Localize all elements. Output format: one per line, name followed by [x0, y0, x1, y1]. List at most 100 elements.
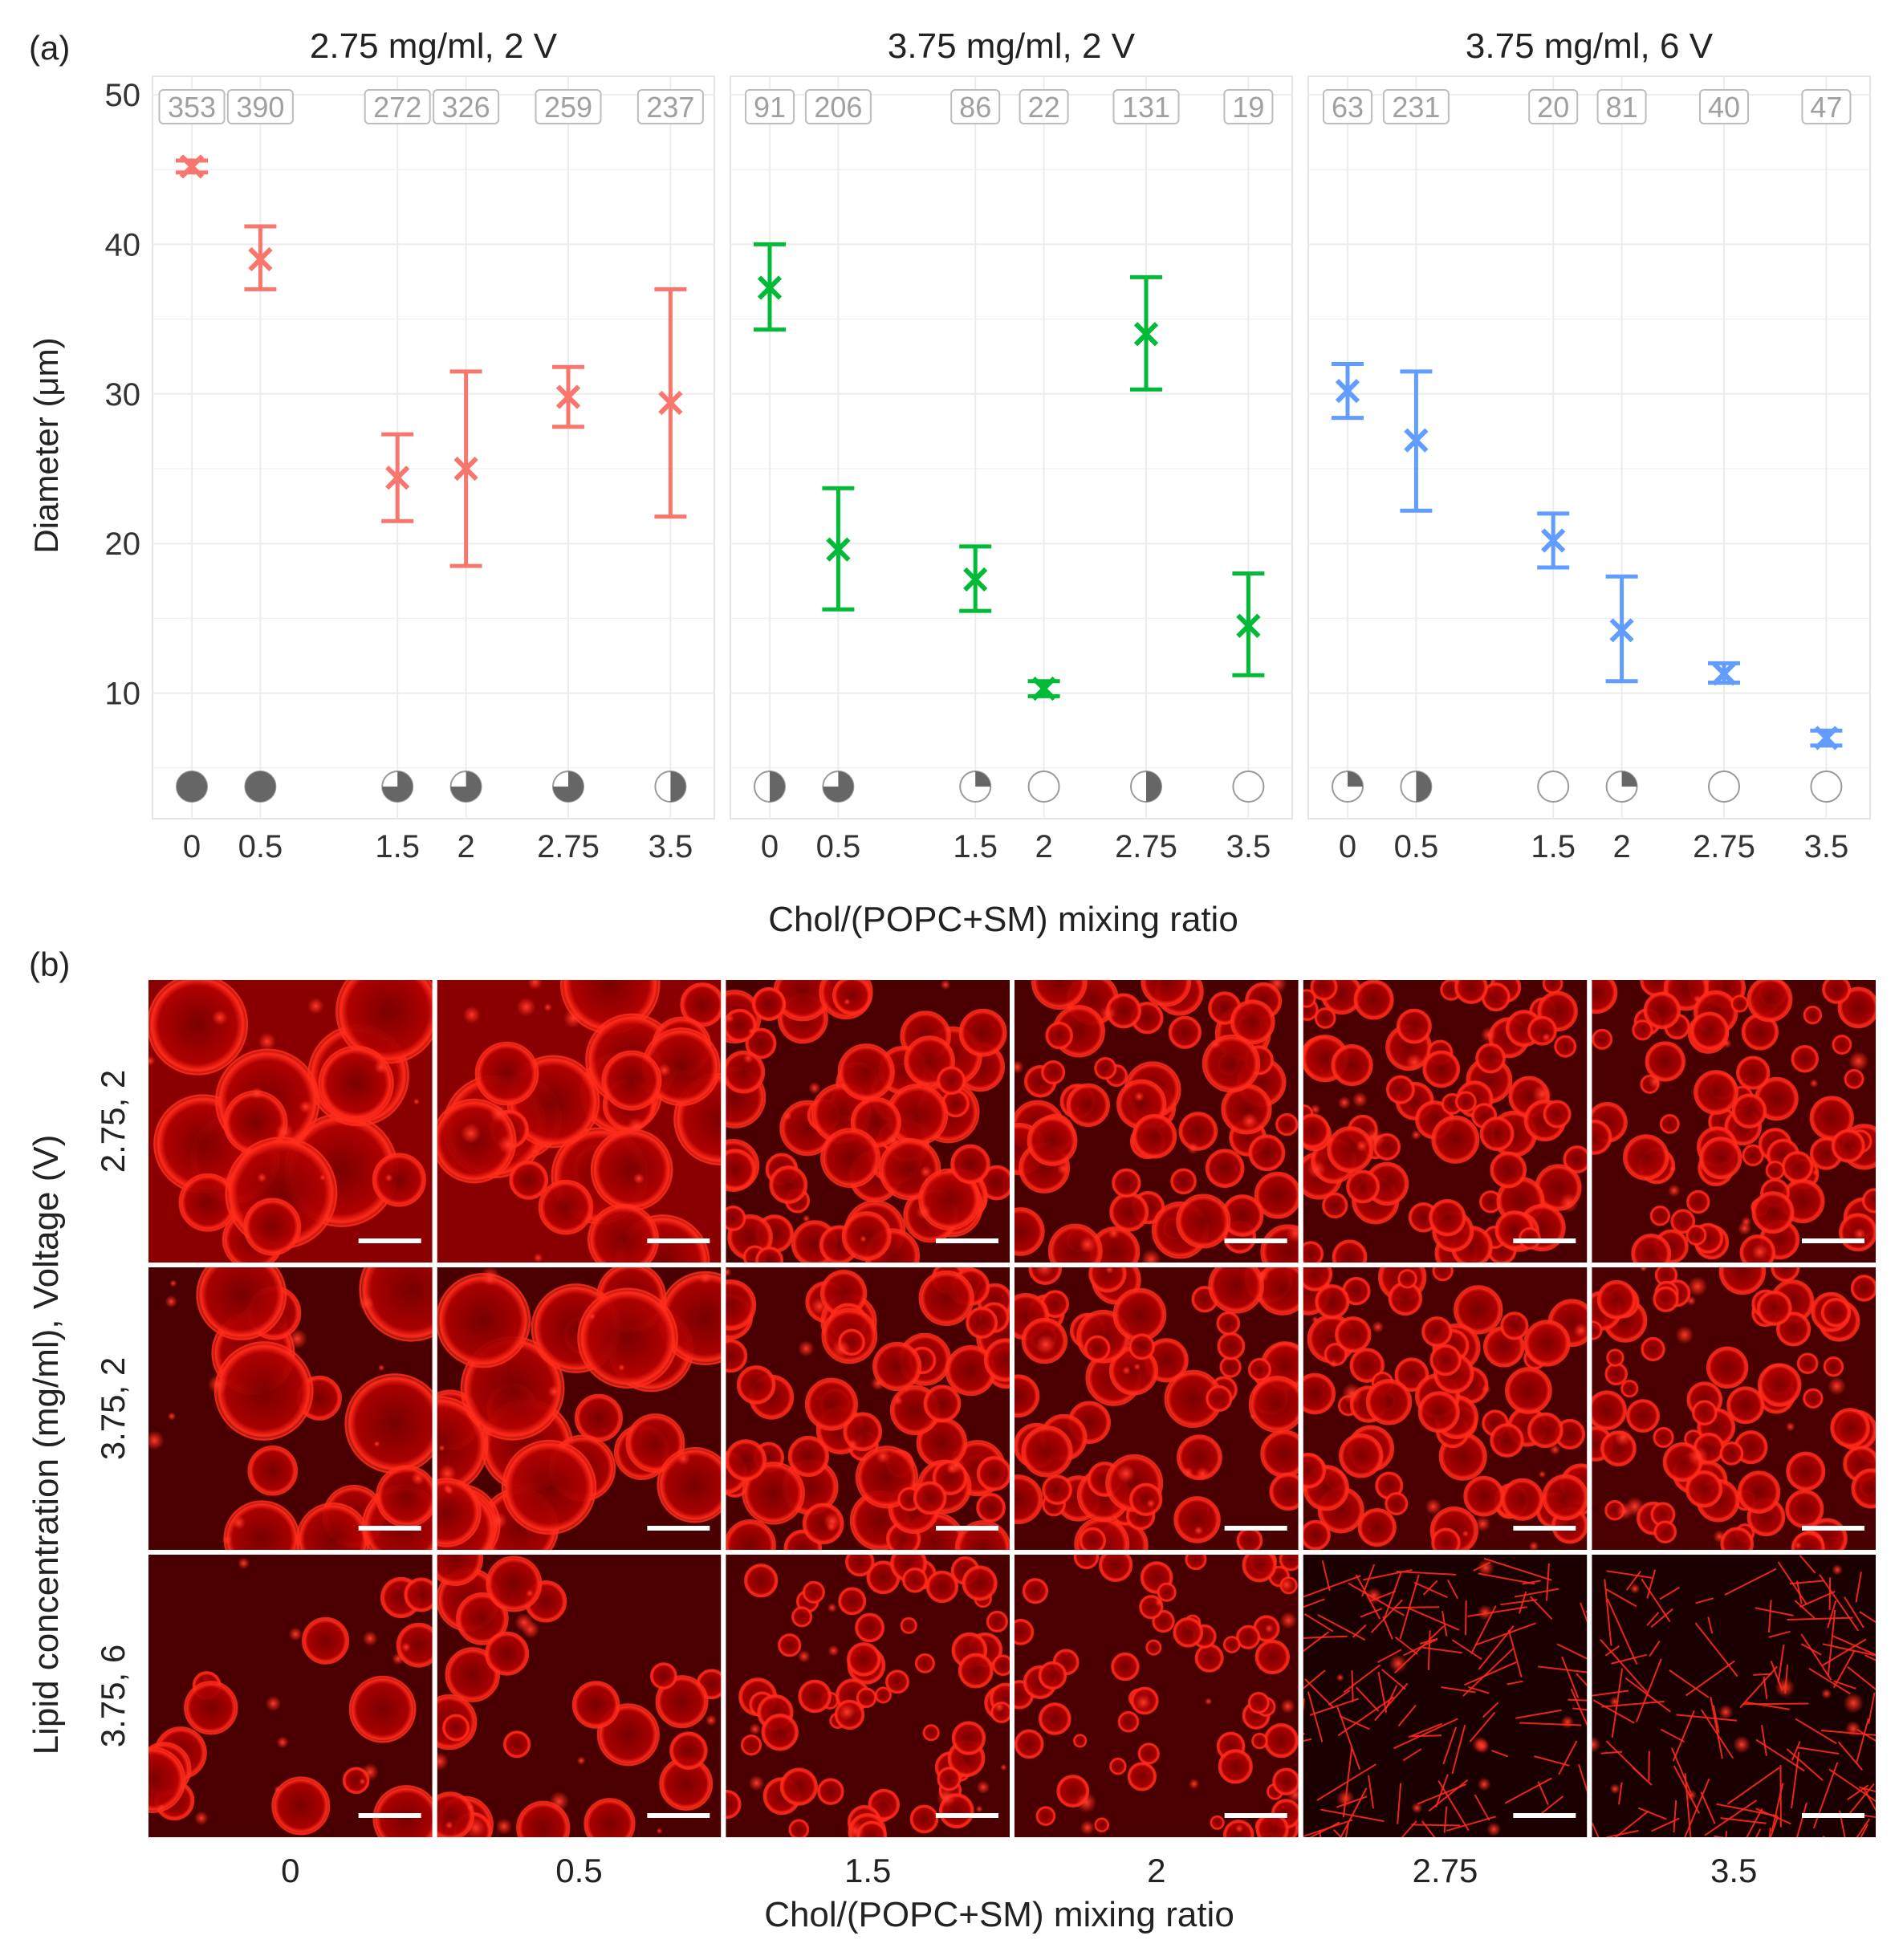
count-box: [433, 89, 500, 124]
x-tick-label: 1.5: [1531, 829, 1576, 864]
count-box: [1596, 89, 1647, 124]
fraction-pie: [1708, 771, 1740, 803]
facet-background: [730, 75, 1293, 819]
fraction-pie: [176, 771, 208, 803]
micrograph-background: [1303, 1555, 1588, 1837]
facet-background: [152, 75, 715, 819]
x-tick-label: 3.5: [1804, 829, 1849, 864]
count-box: [1699, 89, 1749, 124]
fraction-pie: [959, 771, 992, 803]
fraction-pie: [1027, 771, 1060, 803]
facet-title-1: 2.75 mg/ml, 2 V: [310, 26, 558, 66]
count-box: [1528, 89, 1579, 124]
mean-marker: [453, 456, 478, 482]
micrograph-cell: [1592, 1267, 1877, 1550]
count-label: 91: [754, 91, 786, 124]
micrograph-row-labels: 2.75, 2 3.75, 2 3.75, 6: [94, 1070, 132, 1747]
count-box: [364, 89, 431, 124]
count-box: [950, 89, 1001, 124]
micrograph-column-label: 0.5: [555, 1852, 602, 1889]
scale-bar: [1802, 1813, 1864, 1818]
mean-marker: [757, 275, 783, 300]
facet-panel: 63 231 20 81 40 47 0 0.5 1.5 2 2.75 3.5: [1307, 75, 1871, 864]
micrograph-cell: [726, 980, 1010, 1263]
x-tick-label: 2.75: [1693, 829, 1755, 864]
micrograph-row-label: 3.75, 2: [94, 1357, 132, 1460]
count-box: [636, 89, 704, 124]
micrograph-cell: [1303, 1555, 1588, 1837]
scale-bar: [1802, 1526, 1864, 1531]
x-tick-label: 1.5: [953, 829, 998, 864]
count-label: 22: [1028, 91, 1060, 124]
facet-title-3: 3.75 mg/ml, 6 V: [1466, 26, 1714, 66]
y-axis-title: Diameter (μm): [27, 337, 65, 553]
count-box: [1223, 89, 1274, 124]
count-label: 47: [1810, 91, 1842, 124]
x-tick-label: 0.5: [1394, 829, 1439, 864]
count-box: [745, 89, 795, 124]
mean-marker: [1404, 428, 1429, 453]
count-box: [1382, 89, 1450, 124]
scale-bar: [1513, 1526, 1576, 1531]
micrograph-column-label: 2: [1147, 1852, 1165, 1889]
y-tick-label: 40: [105, 227, 141, 262]
micrograph-cell: [726, 1555, 1010, 1837]
count-label: 131: [1122, 91, 1170, 124]
micrograph-cell: [148, 980, 433, 1263]
micrograph-cell: [148, 1555, 433, 1837]
count-label: 390: [236, 91, 284, 124]
mean-marker: [1133, 322, 1159, 347]
fraction-pie: [822, 771, 855, 803]
x-tick-label: 2.75: [1115, 829, 1177, 864]
y-tick-label: 30: [105, 377, 141, 413]
count-label: 272: [373, 91, 421, 124]
fraction-pie: [654, 771, 687, 803]
mean-marker: [248, 246, 273, 272]
micrograph-column-label: 3.5: [1710, 1852, 1757, 1889]
x-tick-label: 0: [761, 829, 779, 864]
micrograph-cell: [437, 1267, 722, 1550]
fraction-pie: [1232, 771, 1265, 803]
micrograph-column-label: 2.75: [1413, 1852, 1478, 1889]
fraction-pie: [1400, 771, 1433, 803]
x-tick-label: 2: [1612, 829, 1630, 864]
x-tick-label: 2.75: [537, 829, 600, 864]
micrograph-row-label: 3.75, 6: [94, 1645, 132, 1747]
count-box: [1323, 89, 1372, 124]
micrograph-cell: [148, 1267, 433, 1550]
micrograph-cell: [437, 980, 722, 1263]
scale-bar: [1224, 1813, 1287, 1818]
scale-bar: [936, 1526, 998, 1531]
scale-bar: [1513, 1238, 1576, 1243]
mean-marker: [1711, 661, 1737, 686]
micrograph-cell: [1015, 1267, 1299, 1550]
fraction-pie: [244, 771, 277, 803]
mean-marker: [1609, 618, 1634, 643]
micrograph-background: [1592, 1555, 1876, 1837]
x-axis-title: Chol/(POPC+SM) mixing ratio: [768, 900, 1238, 939]
micrograph-cell: [1592, 980, 1877, 1263]
mean-marker: [179, 154, 205, 179]
fraction-pie: [449, 771, 482, 803]
mean-marker: [1236, 613, 1261, 638]
y-tick-label: 50: [105, 78, 141, 113]
count-label: 86: [959, 91, 991, 124]
scale-bar: [358, 1238, 421, 1243]
count-box: [226, 89, 294, 124]
x-tick-label: 3.5: [649, 829, 693, 864]
count-label: 259: [544, 91, 592, 124]
mean-marker: [963, 567, 988, 592]
micrograph-column-label: 0: [281, 1852, 299, 1889]
fraction-pie: [754, 771, 786, 803]
count-label: 20: [1537, 91, 1569, 124]
mean-marker: [658, 390, 683, 416]
y-tick-labels: 10 20 30 40 50: [105, 78, 141, 712]
x-tick-label: 0: [1339, 829, 1356, 864]
mean-marker: [1335, 378, 1360, 404]
micrograph-cell: [726, 1267, 1010, 1550]
micrograph-cell: [1303, 1267, 1588, 1550]
y-tick-label: 10: [105, 677, 141, 712]
scale-bar: [936, 1813, 998, 1818]
micrograph-grid: [144, 975, 1881, 1842]
